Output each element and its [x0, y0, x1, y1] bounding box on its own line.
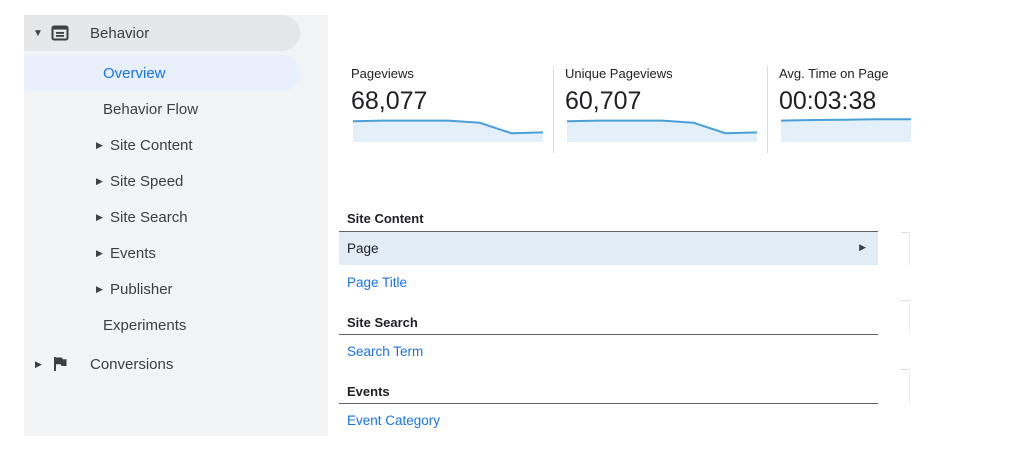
caret-right-icon: ▶ — [96, 211, 103, 222]
sparkline-area — [353, 120, 543, 142]
caret-right-icon: ▶ — [96, 247, 103, 258]
divider — [909, 300, 910, 334]
section-heading-site-search: Site Search — [347, 315, 418, 330]
metric-pageviews[interactable]: Pageviews 68,077 — [351, 62, 546, 154]
sparkline-line — [353, 119, 543, 135]
sidebar-item-label: Behavior — [90, 24, 150, 42]
metric-label: Pageviews — [351, 66, 414, 81]
sidebar-item-events[interactable]: ▶ Events — [24, 235, 300, 271]
sidebar-item-behavior[interactable]: ▼ Behavior — [24, 15, 300, 51]
sparkline-line — [781, 118, 911, 122]
metric-label: Unique Pageviews — [565, 66, 673, 81]
caret-right-icon: ▶ — [35, 358, 42, 369]
report-link-page-title[interactable]: Page Title — [347, 275, 408, 290]
divider — [901, 232, 910, 233]
sidebar-item-experiments[interactable]: Experiments — [24, 307, 300, 343]
divider — [909, 232, 910, 266]
metric-avg-time-on-page[interactable]: Avg. Time on Page 00:03:38 — [779, 62, 911, 154]
sidebar-item-publisher[interactable]: ▶ Publisher — [24, 271, 300, 307]
section-heading-site-content: Site Content — [347, 211, 424, 226]
divider — [339, 403, 878, 404]
sidebar-item-label: Site Search — [110, 208, 188, 226]
sidebar-item-overview[interactable]: Overview — [24, 55, 300, 91]
sidebar: ▼ Behavior Overview Behavior Flow ▶ Site… — [24, 15, 328, 436]
sidebar-item-label: Behavior Flow — [103, 100, 199, 118]
divider — [901, 300, 910, 301]
sparkline-area — [781, 119, 911, 142]
sidebar-item-label: Experiments — [103, 316, 187, 334]
metric-unique-pageviews[interactable]: Unique Pageviews 60,707 — [565, 62, 760, 154]
metric-value: 60,707 — [565, 87, 642, 115]
metric-value: 68,077 — [351, 87, 428, 115]
report-link-event-category[interactable]: Event Category — [347, 413, 441, 428]
sidebar-item-behavior-flow[interactable]: Behavior Flow — [24, 91, 300, 127]
metric-divider — [767, 66, 768, 153]
sidebar-item-label: Publisher — [110, 280, 173, 298]
divider — [339, 231, 878, 232]
caret-right-icon: ▶ — [96, 139, 103, 150]
metric-divider — [553, 66, 554, 153]
report-link-page[interactable]: Page ▶ — [339, 232, 878, 265]
caret-right-icon: ▶ — [96, 283, 103, 294]
sparkline — [567, 119, 757, 142]
divider — [901, 369, 910, 370]
sidebar-item-label: Events — [110, 244, 156, 262]
divider — [909, 369, 910, 405]
report-link-search-term[interactable]: Search Term — [347, 344, 424, 359]
sidebar-item-label: Site Content — [110, 136, 193, 154]
sidebar-item-label: Overview — [103, 64, 166, 82]
metric-label: Avg. Time on Page — [779, 66, 889, 81]
section-heading-events: Events — [347, 384, 390, 399]
sparkline-area — [567, 120, 757, 142]
sparkline — [781, 118, 911, 142]
sidebar-item-conversions[interactable]: ▶ Conversions — [24, 346, 300, 382]
metric-value: 00:03:38 — [779, 87, 877, 115]
sparkline — [353, 119, 543, 142]
sidebar-item-label: Conversions — [90, 355, 174, 373]
flag-icon — [54, 357, 67, 371]
sidebar-item-label: Site Speed — [110, 172, 184, 190]
sidebar-item-site-content[interactable]: ▶ Site Content — [24, 127, 300, 163]
caret-down-icon: ▼ — [33, 27, 43, 39]
report-link-label: Page — [347, 241, 379, 256]
divider — [339, 334, 878, 335]
behavior-icon — [51, 25, 69, 41]
sparkline-line — [567, 119, 757, 135]
sidebar-item-site-search[interactable]: ▶ Site Search — [24, 199, 300, 235]
caret-right-icon: ▶ — [859, 242, 866, 252]
sidebar-item-site-speed[interactable]: ▶ Site Speed — [24, 163, 300, 199]
caret-right-icon: ▶ — [96, 175, 103, 186]
